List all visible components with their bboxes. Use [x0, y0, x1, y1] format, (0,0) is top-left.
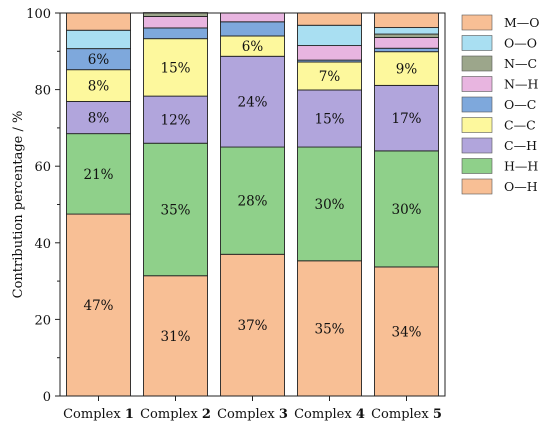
bar-segment-4-8: [297, 24, 362, 47]
bar-segment-5-6: [374, 37, 439, 49]
bar-segment-5-5: [374, 47, 439, 53]
x-tick-label: Complex 5: [371, 407, 442, 422]
data-label: 8%: [88, 79, 110, 95]
x-tick-label-prefix: Complex: [217, 407, 279, 422]
data-label: 35%: [314, 321, 344, 337]
bar-segment-4-4: [297, 61, 362, 91]
bar-segment-4-3: [297, 89, 362, 148]
data-label: 17%: [391, 111, 421, 127]
legend-label: C—C: [504, 118, 536, 133]
legend-swatch: [461, 14, 493, 31]
bar-segment-4-6: [297, 45, 362, 61]
bar-segment-1-8: [66, 29, 131, 50]
bar-segment-3-5: [220, 21, 285, 37]
bar-segment-5-2: [374, 150, 439, 268]
bar-segment-2-4: [143, 38, 208, 97]
x-tick-label-prefix: Complex: [63, 407, 125, 422]
x-tick-label: Complex 4: [294, 407, 365, 422]
bar-segment-1-2: [66, 133, 131, 215]
legend-swatch: [461, 117, 493, 133]
x-tick-label: Complex 2: [140, 407, 211, 422]
legend-label: C—H: [504, 138, 537, 153]
bar-segment-1-9: [66, 12, 131, 31]
bar-segment-1-4: [66, 69, 131, 102]
x-tick-label: Complex 1: [63, 407, 134, 422]
legend-swatch: [461, 55, 493, 72]
data-label: 37%: [237, 318, 267, 334]
x-tick-label-number: 4: [356, 407, 365, 422]
bar-segment-5-4: [374, 51, 439, 86]
y-tick-label: 0: [43, 390, 51, 405]
x-tick-label: Complex 3: [217, 407, 288, 422]
bar-segment-3-1: [220, 253, 285, 397]
legend-label: M—O: [504, 15, 540, 30]
y-tick-label: 80: [34, 84, 51, 99]
data-label: 30%: [391, 202, 421, 218]
bar-segment-5-3: [374, 84, 439, 152]
data-label: 15%: [160, 60, 190, 76]
legend-swatch: [461, 137, 493, 154]
bar-segment-3-2: [220, 146, 285, 255]
legend-label: H—H: [504, 159, 538, 174]
data-label: 35%: [160, 202, 190, 218]
bar-segment-2-6: [143, 15, 208, 29]
data-label: 9%: [396, 62, 418, 78]
bar-segment-2-5: [143, 27, 208, 40]
data-label: 12%: [160, 113, 190, 129]
y-tick-label: 40: [34, 237, 51, 252]
x-tick-label-prefix: Complex: [294, 407, 356, 422]
data-label: 15%: [314, 112, 344, 128]
data-label: 24%: [237, 95, 267, 111]
data-label: 30%: [314, 197, 344, 213]
bar-segment-2-2: [143, 142, 208, 277]
bar-segment-3-3: [220, 55, 285, 148]
bar-segment-4-1: [297, 260, 362, 397]
data-label: 21%: [83, 167, 113, 183]
data-label: 34%: [391, 324, 421, 340]
legend-label: O—C: [504, 97, 536, 112]
y-tick-label: 60: [34, 160, 51, 175]
data-label: 47%: [83, 298, 113, 314]
legend-swatch: [461, 178, 493, 195]
y-axis-title: Contribution percentage / %: [11, 111, 26, 299]
legend-label: O—O: [504, 36, 537, 51]
legend-label: N—H: [504, 77, 538, 92]
y-tick-label: 20: [34, 313, 51, 328]
legend-swatch: [461, 35, 493, 51]
bar-segment-5-8: [374, 27, 439, 35]
data-label: 7%: [319, 69, 341, 85]
legend-swatch: [461, 158, 493, 174]
bar-segment-5-1: [374, 266, 439, 397]
data-label: 28%: [237, 194, 267, 210]
x-tick-label-number: 1: [125, 407, 134, 422]
data-label: 6%: [88, 52, 110, 68]
x-tick-label-prefix: Complex: [371, 407, 433, 422]
bar-segment-3-6: [220, 12, 285, 23]
bar-segment-4-9: [297, 12, 362, 26]
x-tick-label-number: 3: [279, 407, 288, 422]
data-label: 8%: [88, 111, 110, 127]
legend-swatch: [461, 96, 493, 113]
y-tick-label: 100: [26, 7, 51, 22]
bar-segment-4-2: [297, 146, 362, 262]
x-tick-label-number: 5: [433, 407, 442, 422]
legend-swatch: [461, 76, 493, 92]
x-tick-label-prefix: Complex: [140, 407, 202, 422]
x-tick-label-number: 2: [202, 407, 211, 422]
bar-segment-1-1: [66, 213, 131, 397]
data-label: 31%: [160, 329, 190, 345]
bar-segment-5-7: [374, 33, 439, 38]
legend-label: N—C: [504, 56, 537, 71]
bar-segment-5-9: [374, 12, 439, 29]
legend-label: O—H: [504, 179, 538, 194]
data-label: 6%: [242, 39, 264, 55]
bar-segment-2-3: [143, 95, 208, 144]
